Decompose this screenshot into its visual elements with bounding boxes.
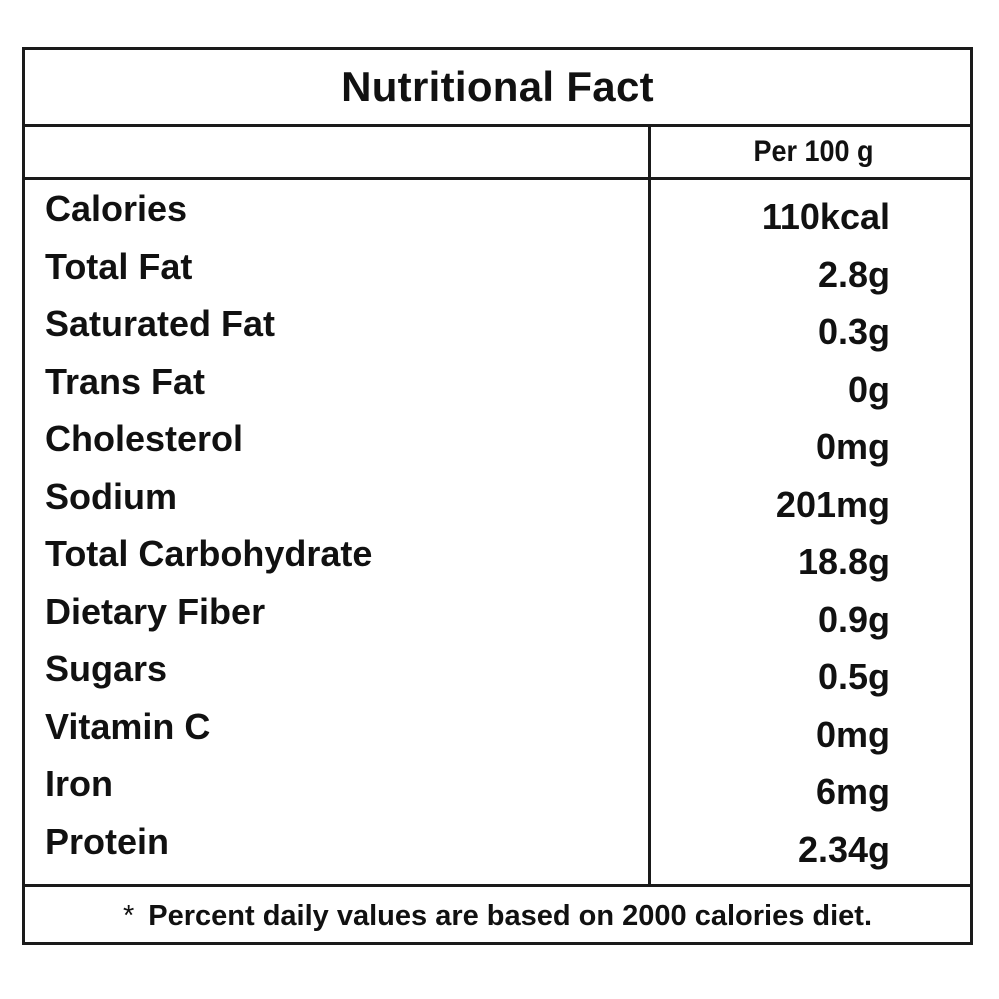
footnote-marker: * bbox=[122, 899, 135, 932]
nutrient-amount: 0mg bbox=[815, 713, 890, 755]
nutrient-amount: 6mg bbox=[815, 771, 890, 812]
table-row: Trans Fat 0g bbox=[25, 353, 970, 411]
table-row: Iron 6mg bbox=[25, 755, 970, 813]
nutrient-amount: 0mg bbox=[815, 426, 890, 467]
nutrient-name: Total Fat bbox=[45, 245, 193, 287]
column-divider bbox=[648, 127, 651, 884]
table-row: Total Carbohydrate 18.8g bbox=[25, 525, 970, 583]
nutrient-amount: 201mg bbox=[775, 483, 890, 525]
nutrition-facts-panel: Nutritional Fact Per 100 g Calories 110k… bbox=[22, 47, 973, 945]
nutrient-amount: 110kcal bbox=[761, 196, 890, 237]
nutrient-amount: 18.8g bbox=[797, 541, 890, 582]
title-row: Nutritional Fact bbox=[25, 50, 970, 127]
nutrient-name: Vitamin C bbox=[45, 705, 211, 747]
nutrient-name: Calories bbox=[45, 188, 188, 229]
column-header-row: Per 100 g bbox=[25, 127, 970, 180]
nutrient-name: Protein bbox=[45, 820, 170, 862]
nutrient-amount: 0.5g bbox=[817, 656, 890, 697]
table-row: Calories 110kcal bbox=[25, 180, 970, 238]
table-row: Protein 2.34g bbox=[25, 813, 970, 871]
table-row: Sugars 0.5g bbox=[25, 640, 970, 698]
nutrient-name: Sodium bbox=[45, 475, 177, 517]
nutrient-name: Dietary Fiber bbox=[45, 590, 266, 632]
nutrient-name: Sugars bbox=[45, 648, 168, 689]
table-row: Saturated Fat 0.3g bbox=[25, 295, 970, 353]
nutrient-name: Total Carbohydrate bbox=[45, 533, 373, 574]
nutrient-name: Cholesterol bbox=[45, 418, 244, 459]
page-title: Nutritional Fact bbox=[341, 63, 654, 110]
nutrient-amount: 0g bbox=[847, 368, 890, 410]
nutrient-table-body: Calories 110kcal Total Fat 2.8g Saturate… bbox=[25, 180, 970, 884]
nutrient-name: Saturated Fat bbox=[45, 303, 276, 344]
nutrient-amount: 0.3g bbox=[817, 311, 890, 352]
nutrient-amount: 2.8g bbox=[817, 253, 890, 295]
table-row: Vitamin C 0mg bbox=[25, 698, 970, 756]
serving-size-header: Per 100 g bbox=[753, 135, 874, 168]
footnote-text: Percent daily values are based on 2000 c… bbox=[148, 899, 873, 932]
table-row: Dietary Fiber 0.9g bbox=[25, 583, 970, 641]
footnote-row: * Percent daily values are based on 2000 … bbox=[25, 884, 970, 945]
table-row: Sodium 201mg bbox=[25, 468, 970, 526]
table-row: Total Fat 2.8g bbox=[25, 238, 970, 296]
nutrient-name: Trans Fat bbox=[45, 360, 206, 402]
table-row: Cholesterol 0mg bbox=[25, 410, 970, 468]
nutrient-name: Iron bbox=[45, 763, 113, 804]
nutrient-amount: 0.9g bbox=[817, 598, 890, 640]
nutrient-amount: 2.34g bbox=[797, 828, 890, 870]
footnote: * Percent daily values are based on 2000 … bbox=[123, 900, 872, 933]
